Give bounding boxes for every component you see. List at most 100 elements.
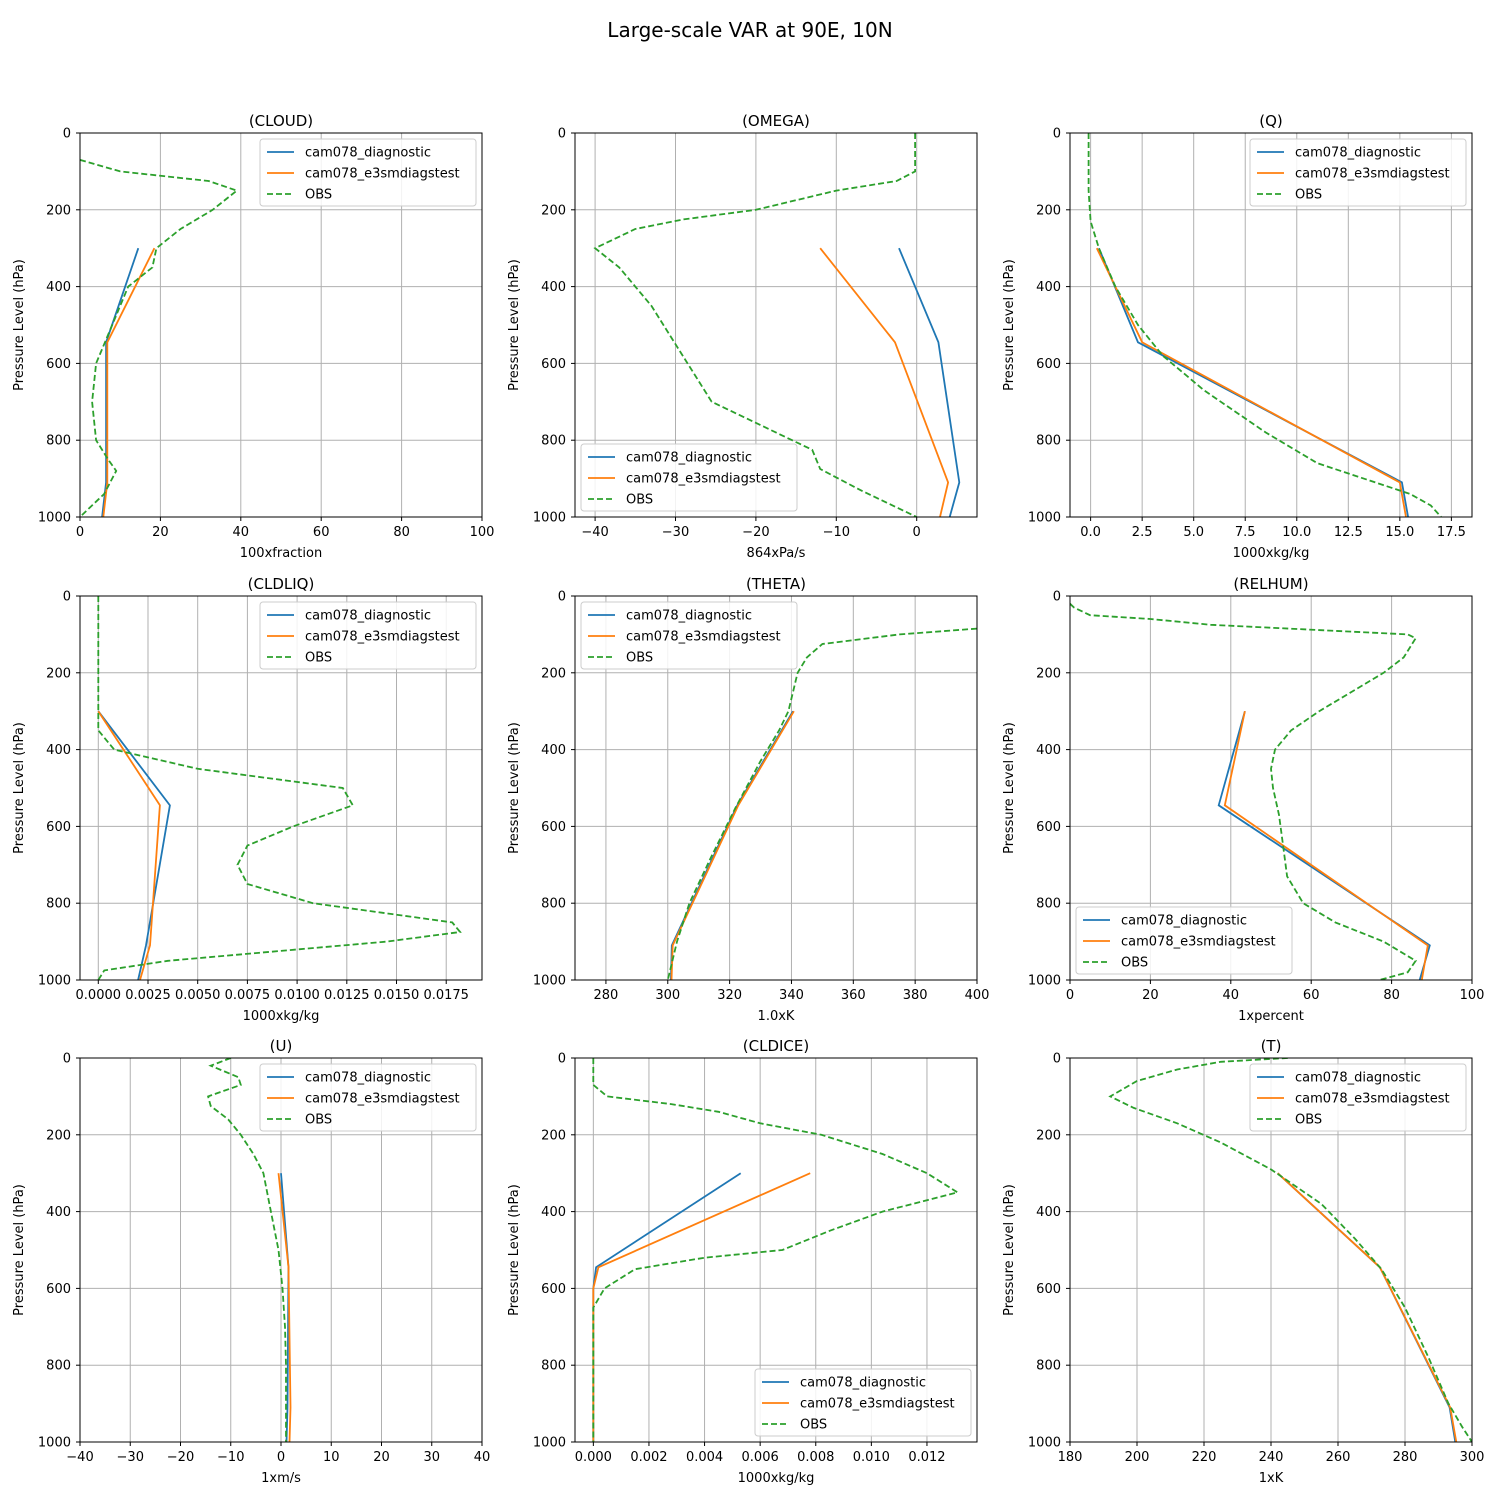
legend-label: OBS <box>305 651 332 666</box>
legend-box <box>1249 1063 1467 1132</box>
x-axis-label: 1000xkg/kg <box>1233 546 1310 561</box>
x-tick-label: 0 <box>76 525 84 540</box>
x-axis-label: 1xm/s <box>261 1471 301 1486</box>
x-tick-label: 7.5 <box>1235 525 1256 540</box>
x-axis-label: 1xpercent <box>1238 1009 1304 1024</box>
panel-title: (CLDLIQ) <box>248 575 315 593</box>
y-tick-label: 800 <box>541 1359 566 1374</box>
y-tick-label: 600 <box>541 1282 566 1297</box>
legend-label: cam078_diagnostic <box>800 1376 926 1391</box>
plot-frame <box>1069 132 1473 518</box>
panel-t: 180 200 220 240 260 280 300 0 200 400 600 800 1000 (T… <box>1002 1037 1484 1486</box>
legend-label: cam078_diagnostic <box>305 146 431 161</box>
y-tick-label: 800 <box>46 1359 71 1374</box>
series-line-cam078-e3smdiagstest <box>277 1173 292 1442</box>
panel-relhum: 0 20 40 60 80 10002004006008001000(RELHUM)1xp… <box>1002 575 1484 1024</box>
panel-omega: −40 −30 −20 −10 0 0 200 400 600 800 1000 (OMEGA) 864… <box>507 112 978 561</box>
y-tick-label: 0 <box>1053 1052 1061 1067</box>
panel-u: −40 −30 −20 −10 0 10 20 30 4002004006008001000(U… <box>12 1037 490 1486</box>
x-tick-label: 0.0 <box>1080 525 1101 540</box>
y-tick-label: 800 <box>1036 897 1061 912</box>
x-tick-label: −40 <box>66 1450 93 1465</box>
panel-title: (T) <box>1261 1037 1282 1055</box>
legend-label: cam078_e3smdiagstest <box>305 167 460 182</box>
y-tick-label: 400 <box>1036 743 1061 758</box>
legend-label: cam078_e3smdiagstest <box>1295 167 1450 182</box>
plot-frame <box>574 1057 978 1443</box>
y-tick-label: 0 <box>63 1052 71 1067</box>
panel-cldliq: 0.0000 0.0025 0.0050 0.0075 0.0100 0.0125 0.01… <box>12 575 483 1024</box>
panel-title: (THETA) <box>746 575 806 593</box>
x-tick-label: −20 <box>167 1450 194 1465</box>
legend-label: cam078_e3smdiagstest <box>1295 1092 1450 1107</box>
y-axis-label: Pressure Level (hPa) <box>1002 259 1017 391</box>
legend-label: cam078_diagnostic <box>1295 1071 1421 1086</box>
series-line-cam078-e3smdiagstest <box>97 710 161 980</box>
x-tick-label: 0.0175 <box>423 988 469 1003</box>
x-tick-label: 0.004 <box>686 1450 723 1465</box>
y-axis-label: Pressure Level (hPa) <box>507 722 522 854</box>
y-tick-label: 200 <box>1036 1128 1061 1143</box>
series-line-cam078-e3smdiagstest <box>1223 711 1429 980</box>
y-tick-label: 200 <box>1036 203 1061 218</box>
x-tick-label: 0.0100 <box>274 988 320 1003</box>
x-tick-label: −30 <box>117 1450 144 1465</box>
x-axis-label: 864xPa/s <box>747 546 806 561</box>
y-tick-label: 800 <box>1036 1359 1061 1374</box>
y-tick-label: 1000 <box>38 1436 71 1451</box>
series-line-obs <box>593 133 918 517</box>
legend-box <box>754 1368 972 1437</box>
y-tick-label: 1000 <box>1028 511 1061 526</box>
x-tick-label: 400 <box>965 988 990 1003</box>
x-tick-label: 360 <box>841 988 866 1003</box>
legend-label: cam078_e3smdiagstest <box>1121 935 1276 950</box>
legend-label: cam078_e3smdiagstest <box>626 472 781 487</box>
y-tick-label: 0 <box>63 590 71 605</box>
x-axis-label: 1000xkg/kg <box>738 1471 815 1486</box>
y-tick-label: 1000 <box>1028 1436 1061 1451</box>
legend-label: cam078_diagnostic <box>305 1071 431 1086</box>
series-line-obs <box>80 159 239 517</box>
y-tick-label: 200 <box>541 666 566 681</box>
panel-theta: 280 300 320 340 360 380 400 0 200 400 600 800 1000 (T… <box>507 575 989 1024</box>
y-axis-label: Pressure Level (hPa) <box>507 1184 522 1316</box>
x-tick-label: 60 <box>313 525 330 540</box>
legend-label: cam078_e3smdiagstest <box>626 630 781 645</box>
x-tick-label: 0.0150 <box>374 988 420 1003</box>
panel-cldice: 0.000 0.002 0.004 0.006 0.008 0.010 0.012 0 200 4… <box>507 1037 978 1486</box>
x-tick-label: 15.0 <box>1385 525 1414 540</box>
y-tick-label: 600 <box>46 1282 71 1297</box>
x-tick-label: −10 <box>823 525 850 540</box>
x-tick-label: 200 <box>1125 1450 1150 1465</box>
y-tick-label: 600 <box>46 820 71 835</box>
x-tick-label: 17.5 <box>1437 525 1466 540</box>
y-tick-label: 800 <box>541 434 566 449</box>
x-tick-label: 0.0000 <box>76 988 122 1003</box>
series-line-cam078-diagnostic <box>101 247 140 517</box>
legend: cam078_diagnostic cam078_e3smdiagstest OBS <box>754 1368 972 1437</box>
y-tick-label: 400 <box>541 280 566 295</box>
x-tick-label: 80 <box>1383 988 1400 1003</box>
x-tick-label: 60 <box>1303 988 1320 1003</box>
x-axis-label: 1xK <box>1259 1471 1284 1486</box>
y-tick-label: 0 <box>1053 127 1061 142</box>
x-tick-label: 340 <box>779 988 804 1003</box>
y-axis-label: Pressure Level (hPa) <box>1002 1184 1017 1316</box>
series-line-cam078-e3smdiagstest <box>670 710 795 980</box>
x-tick-label: 12.5 <box>1334 525 1363 540</box>
y-axis-label: Pressure Level (hPa) <box>1002 722 1017 854</box>
y-axis-label: Pressure Level (hPa) <box>12 722 27 854</box>
panel-title: (OMEGA) <box>742 112 810 130</box>
y-tick-label: 400 <box>46 1205 71 1220</box>
y-tick-label: 200 <box>1036 666 1061 681</box>
legend: cam078_diagnostic cam078_e3smdiagstest OBS <box>1249 1063 1467 1132</box>
panel-title: (Q) <box>1259 112 1283 130</box>
x-tick-label: 20 <box>1142 988 1159 1003</box>
x-tick-label: 5.0 <box>1183 525 1204 540</box>
y-tick-label: 0 <box>558 590 566 605</box>
y-tick-label: 600 <box>541 820 566 835</box>
legend-label: cam078_e3smdiagstest <box>305 1092 460 1107</box>
x-tick-label: 100 <box>1460 988 1485 1003</box>
y-tick-label: 400 <box>541 1205 566 1220</box>
x-tick-label: 0 <box>277 1450 285 1465</box>
